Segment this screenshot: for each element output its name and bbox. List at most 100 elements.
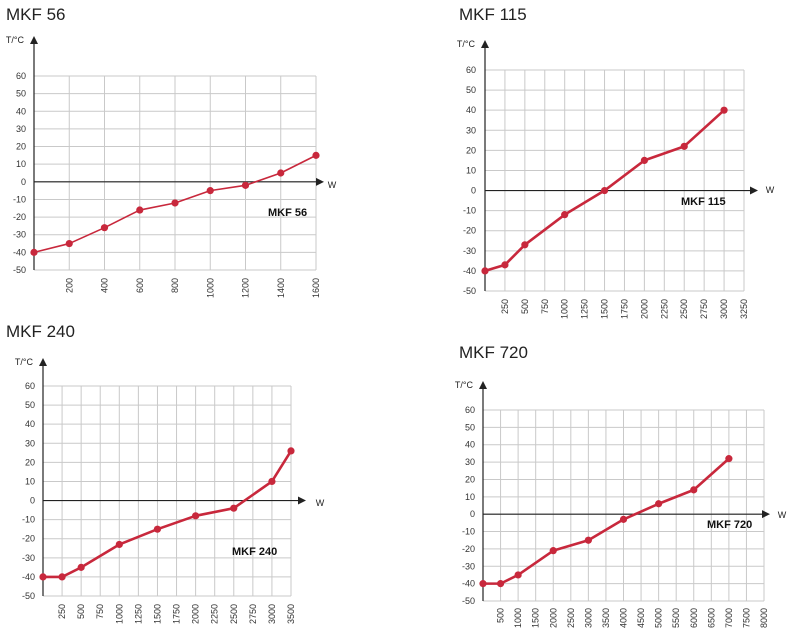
y-axis-label: T/°C [455,380,474,390]
data-point [640,156,648,165]
data-point [312,151,320,159]
x-tick-label: 3250 [739,299,749,319]
y-tick-label: -20 [462,544,475,554]
data-point [600,186,609,195]
y-tick-label: 60 [465,405,475,415]
x-tick-label: 3500 [601,608,611,628]
x-tick-label: 5500 [671,608,681,628]
x-axis-label: W [778,510,787,520]
data-point [549,547,557,555]
x-tick-label: 500 [496,608,506,623]
data-point [39,573,47,581]
y-tick-label: 40 [16,106,26,116]
y-tick-label: 40 [25,419,35,429]
x-tick-label: 1500 [600,299,610,319]
x-tick-label: 1600 [311,278,321,298]
series-label: MKF 115 [681,196,726,208]
series-label: MKF 240 [232,546,277,558]
data-point [481,267,489,275]
x-tick-label: 2000 [639,299,649,319]
y-tick-label: 50 [25,400,35,410]
x-tick-label: 2250 [659,299,669,319]
data-point [30,248,38,256]
y-axis-label: T/°C [6,35,25,45]
x-tick-label: 250 [57,604,67,619]
y-tick-label: -50 [22,591,35,601]
data-point [65,239,73,248]
y-tick-label: -50 [13,265,26,275]
y-tick-label: 30 [466,125,476,135]
y-tick-label: 0 [470,509,475,519]
y-axis-arrow-icon [479,381,487,389]
x-axis-label: W [766,185,775,195]
x-tick-label: 3500 [286,604,296,624]
y-tick-label: 50 [16,89,26,99]
y-tick-label: 10 [466,165,476,175]
y-tick-label: 60 [25,381,35,391]
x-tick-label: 1000 [114,604,124,624]
y-axis-label: T/°C [457,39,476,49]
y-tick-label: -50 [462,596,475,606]
x-tick-label: 1250 [133,604,143,624]
x-tick-label: 2000 [548,608,558,628]
y-tick-label: 20 [16,142,26,152]
data-point [496,580,505,588]
grid [483,409,765,602]
x-tick-label: 8000 [759,608,769,628]
x-tick-label: 2750 [699,299,709,319]
chart-title: MKF 240 [6,322,75,341]
y-tick-label: 60 [466,65,476,75]
x-tick-label: 3000 [719,299,729,319]
y-tick-label: 10 [16,159,26,169]
chart-panel-4: MKF 720 T/°C W -50 -40 -30 -20 -10 0 10 20 30 40 50 60… [455,343,787,628]
data-point [171,199,179,207]
y-tick-label: 50 [466,85,476,95]
chart-panel-2: MKF 115 T/°C W -50 -40 -30 -20 -10 0 10 20 30 40 50 60… [457,5,775,319]
x-axis-arrow-icon [762,510,770,519]
chart-title: MKF 115 [459,5,527,24]
x-tick-label: 2750 [248,604,258,624]
x-axis-label: W [316,498,325,508]
x-tick-label: 1200 [241,278,251,298]
x-tick-label: 1750 [172,604,182,624]
data-point [100,224,109,232]
x-tick-label: 750 [95,604,105,619]
data-point [690,486,698,494]
data-point [584,536,592,544]
y-tick-label: -40 [13,247,26,257]
grid [485,69,745,292]
y-tick-label: -10 [462,527,475,537]
x-tick-label: 1000 [513,608,523,628]
x-tick-label: 2500 [229,604,239,624]
data-point [619,515,628,523]
data-point [268,477,276,486]
x-axis-arrow-icon [298,496,306,505]
y-tick-label: -20 [463,226,476,236]
x-tick-label: 6500 [706,608,716,628]
y-tick-label: 0 [30,496,35,506]
x-tick-label: 4500 [636,608,646,628]
y-tick-label: 20 [466,145,476,155]
y-tick-label: -20 [13,212,26,222]
chart-panel-3: MKF 240 T/°C W -50 -40 -30 -20 -10 0 10 20 30 40 50 60… [6,322,325,624]
x-tick-label: 200 [64,278,74,293]
data-point [561,211,569,219]
x-tick-label: 250 [500,299,510,314]
x-tick-label: 500 [520,299,530,314]
data-point [206,187,214,195]
y-tick-label: 0 [471,186,476,196]
data-point [479,580,487,588]
chart-title: MKF 720 [459,343,528,362]
y-axis-arrow-icon [39,358,47,366]
data-point [521,241,529,249]
x-tick-label: 2250 [210,604,220,624]
y-tick-label: 20 [25,457,35,467]
data-point [287,447,295,455]
y-axis-arrow-icon [481,40,489,48]
x-tick-label: 3000 [267,604,277,624]
chart-title: MKF 56 [6,5,66,24]
x-tick-label: 750 [540,299,550,314]
data-point [501,261,509,269]
y-tick-label: 50 [465,422,475,432]
data-point [77,563,85,571]
